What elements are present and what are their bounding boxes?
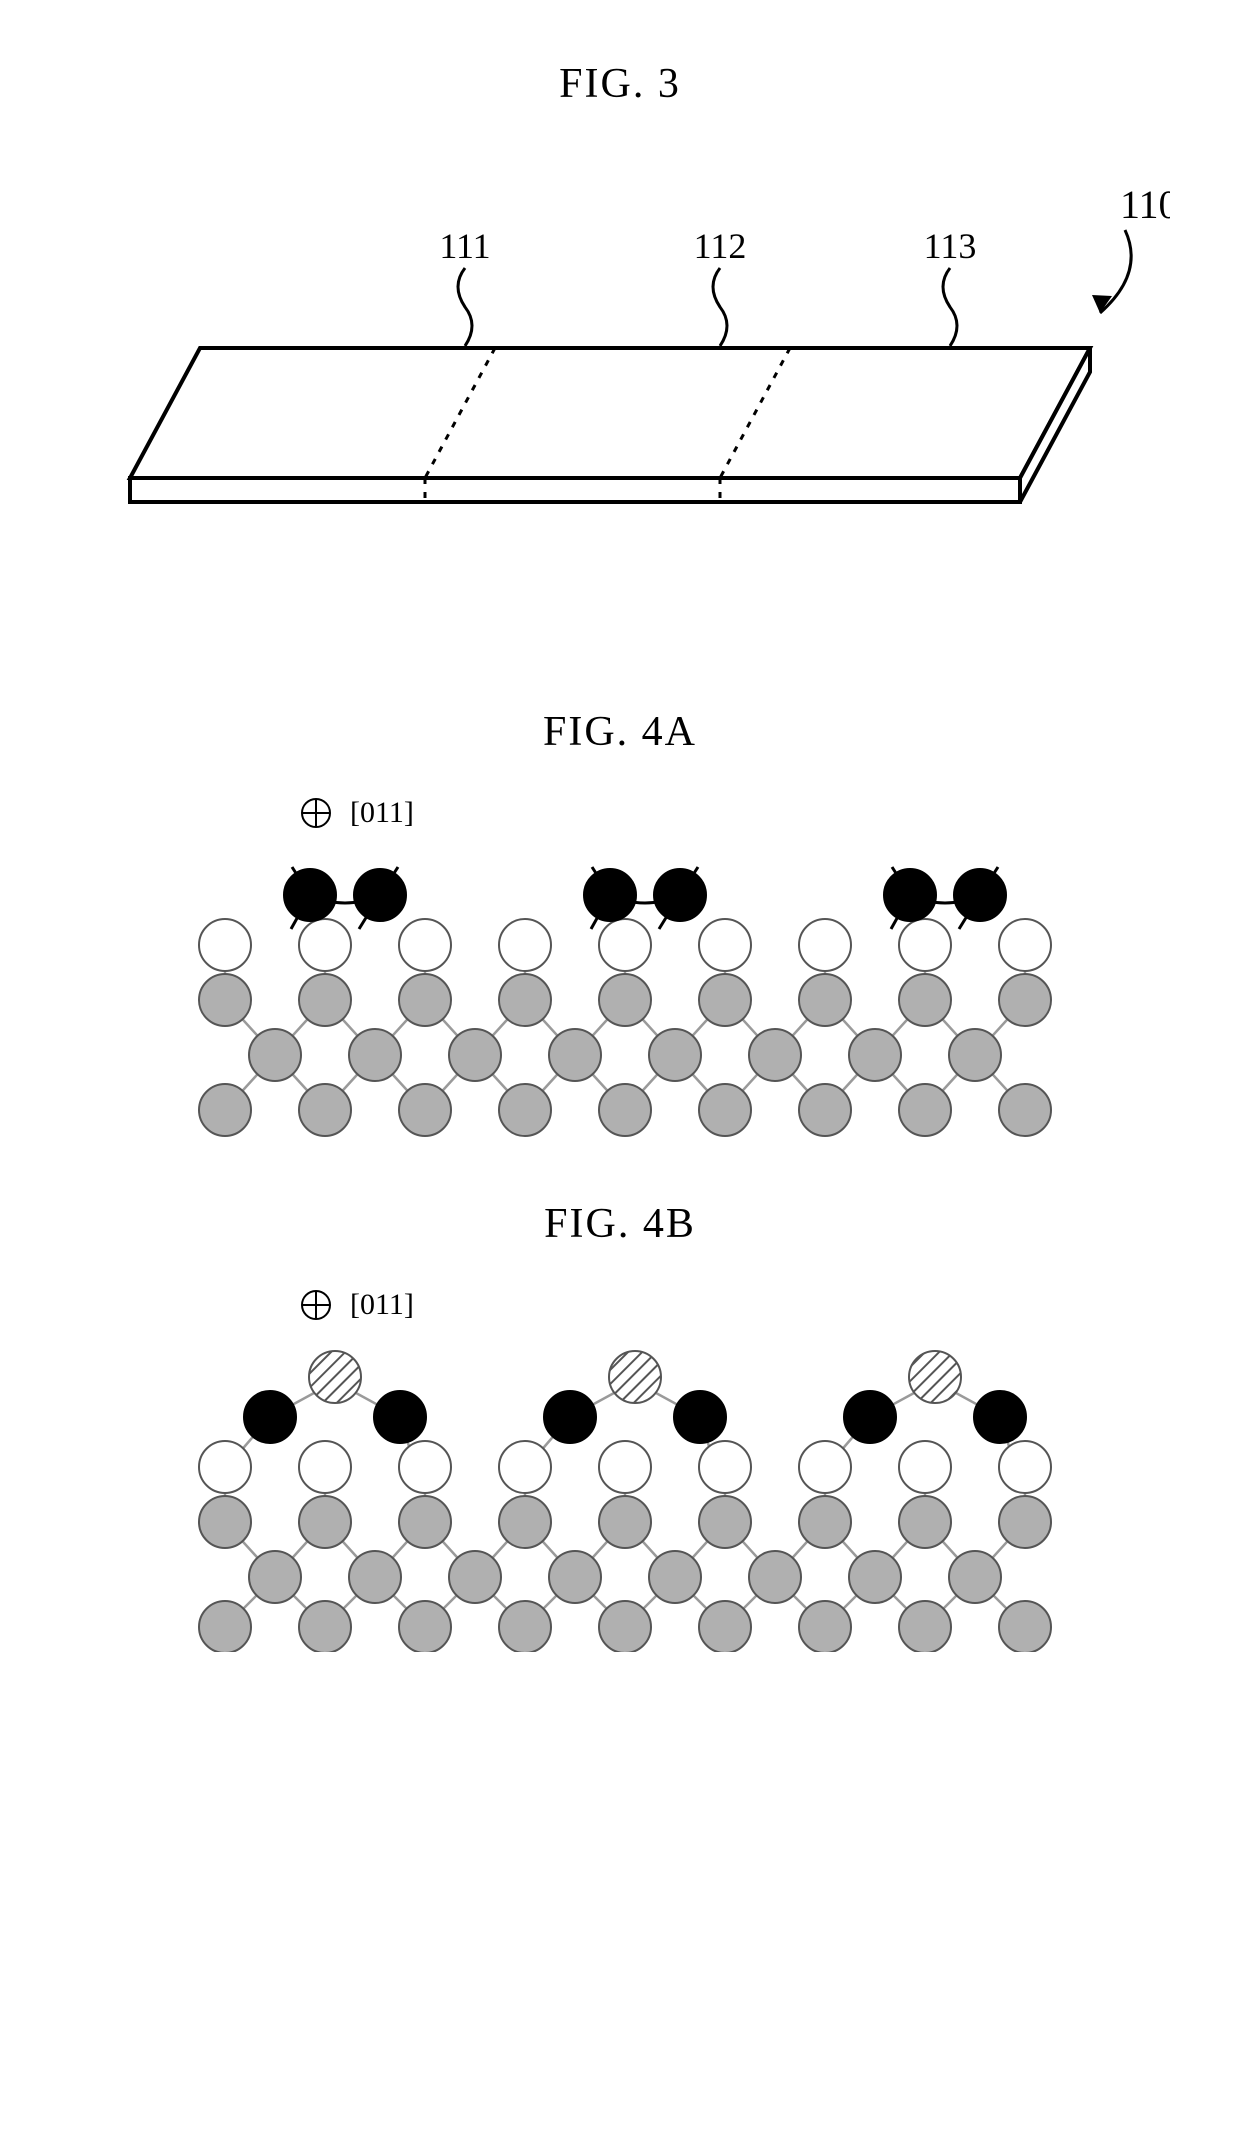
page: FIG. 3 111 112 113 110 FIG. 4A [011] FIG. 4… — [0, 0, 1240, 1772]
fig4b-lattice — [170, 1342, 1070, 1652]
fig4b-block: [011] — [40, 1288, 1200, 1652]
fig4a-title: FIG. 4A — [40, 708, 1200, 756]
fig4b-direction-text: [011] — [350, 1288, 414, 1322]
fig4a-block: [011] — [40, 796, 1200, 1140]
svg-text:111: 111 — [439, 226, 490, 266]
fig4b-direction-label: [011] — [300, 1288, 1200, 1322]
svg-text:110: 110 — [1120, 182, 1170, 227]
fig3-title: FIG. 3 — [40, 60, 1200, 108]
fig4a-direction-label: [011] — [300, 796, 1200, 830]
svg-text:112: 112 — [694, 226, 747, 266]
fig4a-lattice — [170, 850, 1070, 1140]
fig4b-title: FIG. 4B — [40, 1200, 1200, 1248]
svg-text:113: 113 — [924, 226, 977, 266]
fig3-block: 111 112 113 110 — [40, 148, 1200, 648]
into-page-icon — [300, 797, 332, 829]
into-page-icon — [300, 1289, 332, 1321]
fig4a-direction-text: [011] — [350, 796, 414, 830]
fig3-diagram: 111 112 113 110 — [70, 148, 1170, 608]
